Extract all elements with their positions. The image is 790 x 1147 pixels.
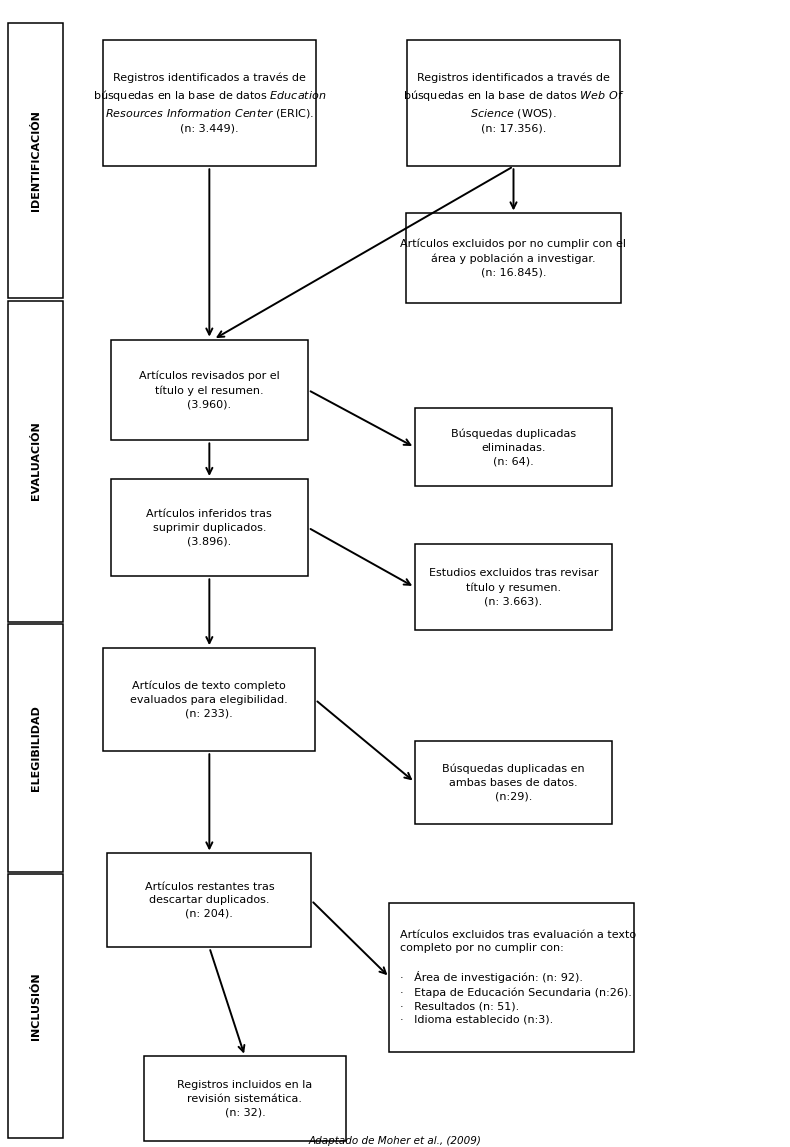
- Text: Registros incluidos en la
revisión sistemática.
(n: 32).: Registros incluidos en la revisión siste…: [177, 1080, 313, 1117]
- Text: IDENTIFICACIÓN: IDENTIFICACIÓN: [31, 110, 40, 211]
- FancyBboxPatch shape: [103, 648, 315, 751]
- FancyBboxPatch shape: [407, 40, 620, 166]
- FancyBboxPatch shape: [389, 903, 634, 1052]
- FancyBboxPatch shape: [103, 40, 316, 166]
- Text: Artículos excluidos tras evaluación a texto
completo por no cumplir con:

·   Ár: Artículos excluidos tras evaluación a te…: [400, 929, 636, 1025]
- FancyBboxPatch shape: [8, 874, 63, 1138]
- FancyBboxPatch shape: [415, 545, 612, 630]
- Text: Búsquedas duplicadas en
ambas bases de datos.
(n:29).: Búsquedas duplicadas en ambas bases de d…: [442, 764, 585, 801]
- FancyBboxPatch shape: [415, 408, 612, 486]
- Text: EVALUACIÓN: EVALUACIÓN: [31, 422, 40, 500]
- FancyBboxPatch shape: [111, 340, 308, 440]
- Text: INCLUSIÓN: INCLUSIÓN: [31, 973, 40, 1039]
- FancyBboxPatch shape: [8, 301, 63, 622]
- FancyBboxPatch shape: [406, 213, 621, 303]
- Text: ELEGIBILIDAD: ELEGIBILIDAD: [31, 705, 40, 790]
- FancyBboxPatch shape: [144, 1056, 346, 1141]
- Text: Registros identificados a través de
búsquedas en la base de datos $\it{Web\ Of}$: Registros identificados a través de búsq…: [403, 72, 624, 134]
- Text: Artículos revisados por el
título y el resumen.
(3.960).: Artículos revisados por el título y el r…: [139, 370, 280, 409]
- Text: Artículos inferidos tras
suprimir duplicados.
(3.896).: Artículos inferidos tras suprimir duplic…: [146, 509, 273, 546]
- Text: Artículos de texto completo
evaluados para elegibilidad.
(n: 233).: Artículos de texto completo evaluados pa…: [130, 681, 288, 718]
- Text: Artículos excluidos por no cumplir con el
área y población a investigar.
(n: 16.: Artículos excluidos por no cumplir con e…: [401, 239, 626, 278]
- FancyBboxPatch shape: [107, 853, 311, 947]
- Text: Adaptado de Moher et al., (2009): Adaptado de Moher et al., (2009): [309, 1136, 481, 1146]
- FancyBboxPatch shape: [111, 479, 308, 576]
- Text: Artículos restantes tras
descartar duplicados.
(n: 204).: Artículos restantes tras descartar dupli…: [145, 882, 274, 919]
- Text: Búsquedas duplicadas
eliminadas.
(n: 64).: Búsquedas duplicadas eliminadas. (n: 64)…: [451, 429, 576, 466]
- Text: Estudios excluidos tras revisar
título y resumen.
(n: 3.663).: Estudios excluidos tras revisar título y…: [429, 568, 598, 607]
- Text: Registros identificados a través de
búsquedas en la base de datos $\it{Education: Registros identificados a través de búsq…: [92, 72, 326, 134]
- FancyBboxPatch shape: [415, 741, 612, 824]
- FancyBboxPatch shape: [8, 23, 63, 298]
- FancyBboxPatch shape: [8, 624, 63, 872]
